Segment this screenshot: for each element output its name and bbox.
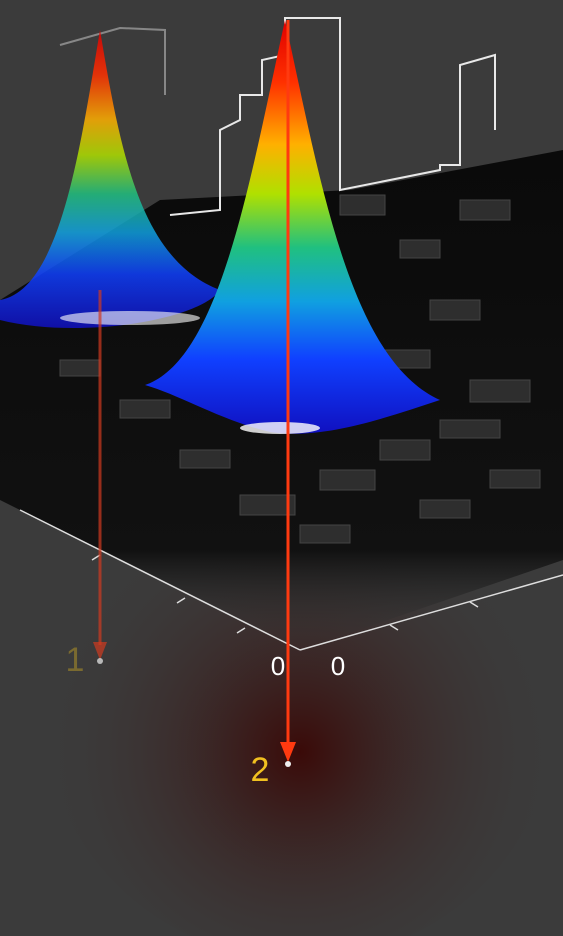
peak-highlight [60,311,200,325]
peak-label: 1 [66,641,85,679]
axis-label: 0 [331,651,345,681]
peak-highlight [240,422,320,434]
axis-label: 0 [271,651,285,681]
blocks [59,194,541,544]
peak-surface [145,20,440,434]
arrows [93,20,296,767]
axes [19,509,563,651]
peak-surface [0,30,220,329]
peak-label: 2 [251,751,270,789]
histogram-outline [169,17,496,216]
histogram-outline [59,26,166,95]
